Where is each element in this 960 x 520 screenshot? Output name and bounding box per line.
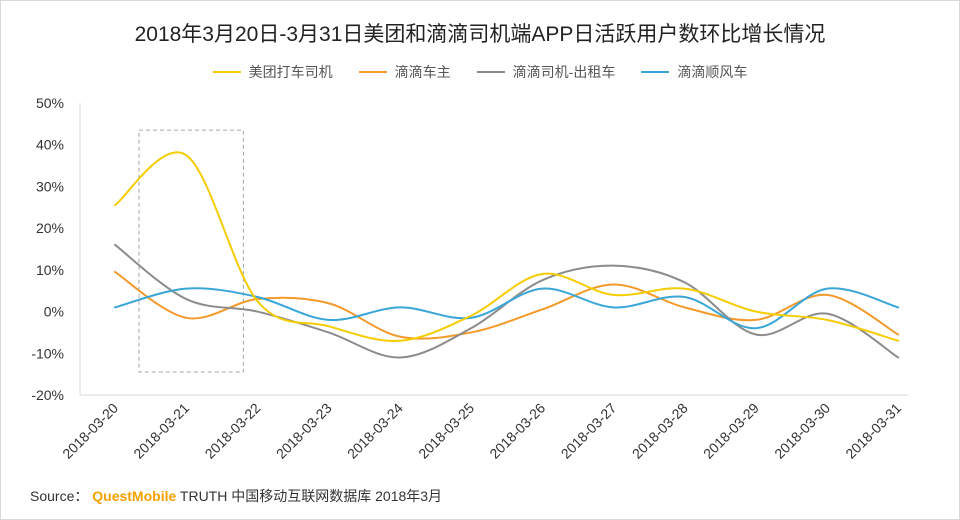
y-tick-label: 40%	[36, 137, 64, 153]
y-tick-label: -10%	[31, 345, 64, 361]
x-tick-label: 2018-03-29	[700, 400, 762, 462]
x-tick-label: 2018-03-27	[558, 400, 620, 462]
source-text: TRUTH 中国移动互联网数据库 2018年3月	[179, 488, 443, 504]
y-tick-label: -20%	[31, 387, 64, 403]
x-tick-label: 2018-03-20	[59, 400, 121, 462]
x-tick-label: 2018-03-22	[202, 400, 264, 462]
legend-swatch-meituan	[212, 71, 241, 73]
y-tick-label: 10%	[36, 262, 64, 278]
legend-swatch-didi-owner	[358, 71, 387, 73]
y-tick-label: 20%	[36, 220, 64, 236]
x-tick-label: 2018-03-21	[130, 400, 192, 462]
y-tick-label: 0%	[44, 304, 64, 320]
x-tick-label: 2018-03-23	[273, 400, 335, 462]
legend-item-meituan: 美团打车司机	[212, 62, 333, 82]
legend-item-didi-hitch: 滴滴顺风车	[641, 62, 747, 82]
legend-item-didi-owner: 滴滴车主	[358, 62, 451, 82]
source-prefix: Source：	[30, 488, 89, 504]
series-line-1	[114, 270, 900, 340]
x-tick-label: 2018-03-30	[771, 400, 833, 462]
legend-label-meituan: 美团打车司机	[248, 64, 333, 80]
legend-swatch-didi-hitch	[641, 71, 670, 73]
questmobile-brand: QuestMobile	[92, 488, 177, 504]
legend-label-didi-owner: 滴滴车主	[394, 64, 451, 80]
chart-title: 2018年3月20日-3月31日美团和滴滴司机端APP日活跃用户数环比增长情况	[134, 23, 826, 46]
y-tick-label: 50%	[36, 95, 64, 111]
series-line-0	[114, 151, 900, 342]
legend: 美团打车司机 滴滴车主 滴滴司机-出租车 滴滴顺风车	[0, 62, 960, 82]
x-tick-label: 2018-03-25	[415, 400, 477, 462]
x-tick-label: 2018-03-28	[629, 400, 691, 462]
series-line-2	[114, 243, 900, 359]
legend-label-didi-taxi: 滴滴司机-出租车	[512, 64, 616, 80]
x-tick-label: 2018-03-26	[486, 400, 548, 462]
legend-swatch-didi-taxi	[476, 71, 505, 73]
highlight-box	[138, 129, 244, 373]
x-tick-label: 2018-03-24	[344, 400, 406, 462]
y-tick-label: 30%	[36, 178, 64, 194]
source-note: Source： QuestMobile TRUTH 中国移动互联网数据库 201…	[30, 486, 442, 506]
x-tick-label: 2018-03-31	[842, 400, 904, 462]
legend-label-didi-hitch: 滴滴顺风车	[677, 64, 748, 80]
legend-item-didi-taxi: 滴滴司机-出租车	[476, 62, 616, 82]
